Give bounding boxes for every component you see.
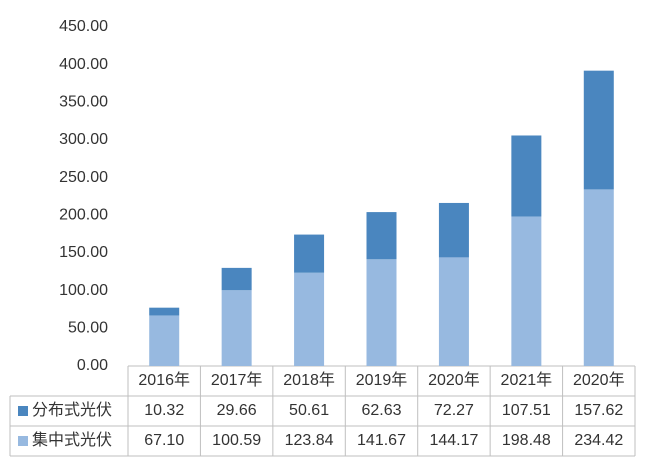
bar-segment — [583, 70, 614, 190]
x-tick-label: 2020年 — [573, 371, 625, 389]
table-value: 10.32 — [144, 402, 184, 419]
bar-segment — [511, 135, 542, 217]
bar-segment — [366, 212, 397, 260]
x-tick-label: 2019年 — [356, 371, 408, 389]
table-value: 50.61 — [289, 402, 329, 419]
y-tick-label: 350.00 — [59, 94, 108, 111]
x-tick-label: 2021年 — [501, 371, 553, 389]
bar-segment — [221, 267, 252, 291]
y-tick-label: 450.00 — [59, 18, 108, 35]
y-tick-label: 250.00 — [59, 169, 108, 186]
table-value: 123.84 — [285, 432, 334, 449]
y-tick-label: 150.00 — [59, 244, 108, 261]
table-value: 157.62 — [574, 402, 623, 419]
y-tick-label: 400.00 — [59, 56, 108, 73]
table-value: 62.63 — [361, 402, 401, 419]
x-tick-label: 2018年 — [283, 371, 335, 389]
table-value: 144.17 — [429, 432, 478, 449]
bar-segment — [583, 189, 614, 366]
bar-segment — [511, 216, 542, 366]
legend-label: 集中式光伏 — [32, 431, 112, 449]
table-value: 107.51 — [502, 402, 551, 419]
bar-segment — [294, 272, 325, 366]
bar-segment — [438, 257, 469, 366]
y-tick-label: 0.00 — [77, 357, 108, 374]
x-tick-label: 2016年 — [138, 371, 190, 389]
legend-swatch — [18, 406, 28, 416]
bar-segment — [221, 290, 252, 366]
table-value: 29.66 — [217, 402, 257, 419]
y-tick-label: 300.00 — [59, 131, 108, 148]
table-value: 234.42 — [574, 432, 623, 449]
table-value: 141.67 — [357, 432, 406, 449]
table-value: 100.59 — [212, 432, 261, 449]
bar-segment — [149, 307, 180, 316]
table-value: 198.48 — [502, 432, 551, 449]
y-tick-label: 100.00 — [59, 282, 108, 299]
table-value: 72.27 — [434, 402, 474, 419]
y-tick-label: 200.00 — [59, 207, 108, 224]
x-tick-label: 2017年 — [211, 371, 263, 389]
legend-label: 分布式光伏 — [32, 401, 112, 419]
bar-segment — [366, 259, 397, 366]
bar-segment — [294, 234, 325, 273]
bar-segment — [438, 202, 469, 258]
y-tick-label: 50.00 — [68, 320, 108, 337]
x-tick-label: 2020年 — [428, 371, 480, 389]
table-value: 67.10 — [144, 432, 184, 449]
bar-segment — [149, 315, 180, 366]
legend-swatch — [18, 436, 28, 446]
